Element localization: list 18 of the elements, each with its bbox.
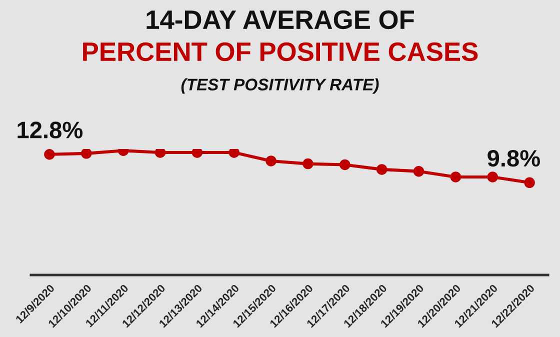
point	[450, 172, 462, 182]
point	[413, 166, 424, 177]
point	[376, 164, 388, 175]
data-label: 9.8%	[488, 150, 540, 167]
point	[524, 177, 535, 188]
point	[81, 149, 92, 159]
text: (TEST POSITIVITY RATE)	[181, 78, 379, 94]
chart-subtitle: PERCENT OF POSITIVE CASES	[83, 42, 478, 62]
point	[154, 149, 166, 158]
point	[266, 156, 276, 166]
point	[302, 158, 314, 170]
point	[44, 149, 55, 160]
point	[192, 149, 203, 158]
chart-title: 14-DAY AVERAGE OF	[146, 10, 414, 30]
data-label: 12.8%	[18, 122, 83, 138]
point	[487, 172, 498, 182]
point	[340, 159, 350, 170]
point	[228, 149, 240, 158]
